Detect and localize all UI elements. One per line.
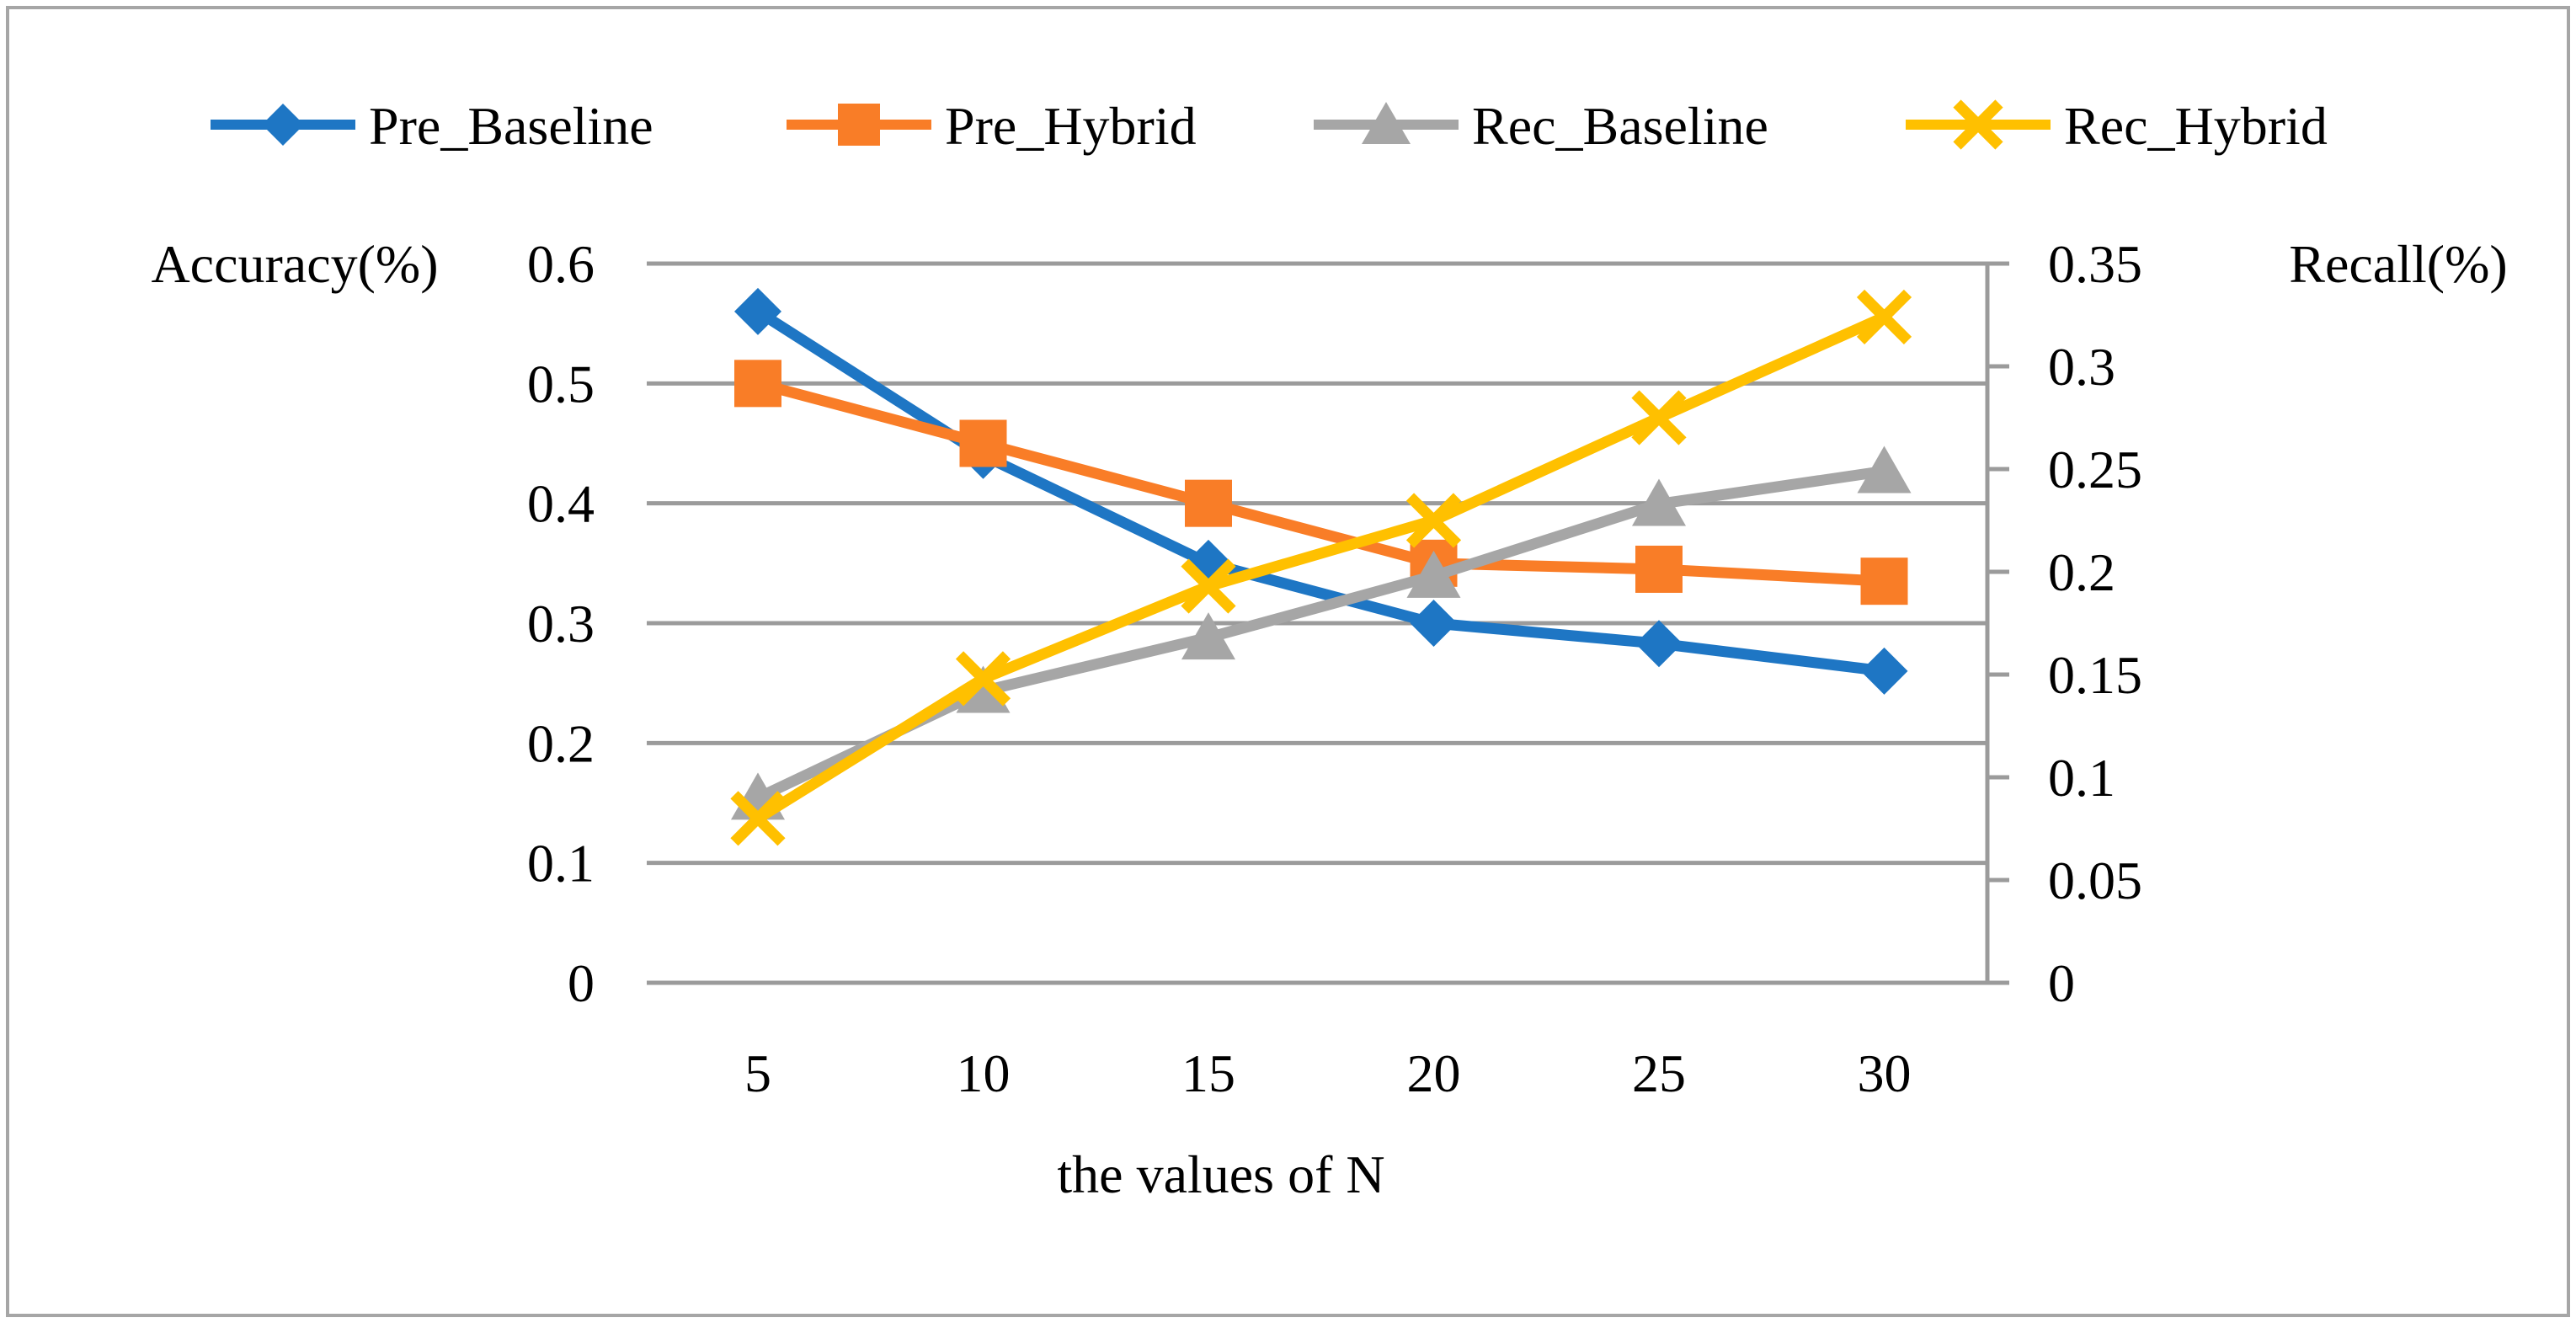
triangle-marker — [1362, 102, 1411, 144]
right-axis-tick-label: 0.3 — [2048, 337, 2115, 397]
diamond-marker — [262, 104, 304, 146]
triangle-marker — [1632, 478, 1686, 526]
legend-item-Rec_Hybrid: Rec_Hybrid — [1906, 96, 2328, 156]
legend-item-Pre_Hybrid: Pre_Hybrid — [787, 96, 1197, 156]
x-marker — [1405, 493, 1462, 548]
triangle-marker — [1406, 550, 1461, 598]
left-axis-tick-label: 0.5 — [527, 354, 595, 413]
left-axis-tick-label: 0 — [568, 953, 595, 1013]
legend-label: Rec_Baseline — [1472, 96, 1768, 156]
diamond-marker — [734, 287, 781, 335]
square-marker — [1860, 557, 1908, 605]
square-marker — [1635, 545, 1683, 593]
series-line — [752, 465, 1890, 803]
right-axis-tick-label: 0.2 — [2048, 542, 2115, 602]
left-axis-tick-label: 0.3 — [527, 594, 595, 653]
series-line — [752, 311, 1890, 824]
x-marker — [1181, 558, 1236, 614]
x-axis-tick-label: 15 — [1181, 1043, 1235, 1103]
right-axis-tick-label: 0.35 — [2048, 234, 2142, 294]
left-axis-tick-label: 0.2 — [527, 713, 595, 773]
x-axis-tick-label: 5 — [744, 1043, 771, 1103]
legend-item-Pre_Baseline: Pre_Baseline — [211, 96, 653, 156]
legend-item-Rec_Baseline: Rec_Baseline — [1314, 96, 1768, 156]
x-marker — [955, 651, 1011, 707]
triangle-marker — [956, 665, 1011, 713]
right-axis-tick-label: 0.1 — [2048, 748, 2115, 808]
legend: Pre_Baseline Pre_Hybrid Rec_Baseline Rec_Hy… — [211, 96, 2328, 156]
triangle-marker — [1857, 445, 1912, 493]
square-marker — [959, 419, 1007, 467]
legend-label: Pre_Hybrid — [945, 96, 1197, 156]
left-axis-tick-labels: 0.6 0.5 0.4 0.3 0.2 0.1 0 — [527, 234, 595, 1013]
x-marker — [1856, 289, 1912, 345]
diamond-marker — [1860, 647, 1908, 695]
diamond-marker — [1410, 600, 1458, 647]
legend-label: Pre_Baseline — [369, 96, 653, 156]
x-marker — [1631, 390, 1687, 445]
x-axis-tick-label: 10 — [957, 1043, 1011, 1103]
right-axis-tick-label: 0.15 — [2048, 645, 2142, 705]
left-axis-tick-label: 0.6 — [527, 234, 595, 294]
x-axis-title: the values of N — [1057, 1144, 1384, 1204]
right-axis-tick-labels: 0.35 0.3 0.25 0.2 0.15 0.1 0.05 0 — [2048, 234, 2142, 1013]
left-axis-tick-label: 0.4 — [527, 474, 595, 534]
square-marker — [838, 104, 880, 146]
square-marker — [734, 360, 781, 408]
x-axis-tick-label: 25 — [1632, 1043, 1686, 1103]
series-line — [752, 377, 1890, 587]
x-axis-tick-labels: 5 10 15 20 25 30 — [744, 1043, 1912, 1103]
right-axis-tick-label: 0.25 — [2048, 440, 2142, 499]
diamond-marker — [1635, 620, 1683, 668]
square-marker — [1185, 479, 1232, 527]
series-Rec_Hybrid — [730, 289, 1912, 846]
x-axis-tick-label: 20 — [1407, 1043, 1461, 1103]
x-axis-tick-label: 30 — [1858, 1043, 1912, 1103]
triangle-marker — [1181, 612, 1235, 660]
left-axis-tick-label: 0.1 — [527, 834, 595, 894]
x-marker — [730, 791, 786, 846]
legend-label: Rec_Hybrid — [2064, 96, 2328, 156]
right-axis-tick-label: 0.05 — [2048, 851, 2142, 910]
left-axis-title: Accuracy(%) — [151, 234, 438, 294]
right-axis-tick-label: 0 — [2048, 953, 2075, 1013]
figure-border — [6, 6, 2570, 1317]
series-layer — [730, 287, 1912, 846]
right-axis — [1985, 261, 2009, 985]
right-axis-title: Recall(%) — [2289, 234, 2507, 294]
x-marker — [1953, 99, 2003, 150]
